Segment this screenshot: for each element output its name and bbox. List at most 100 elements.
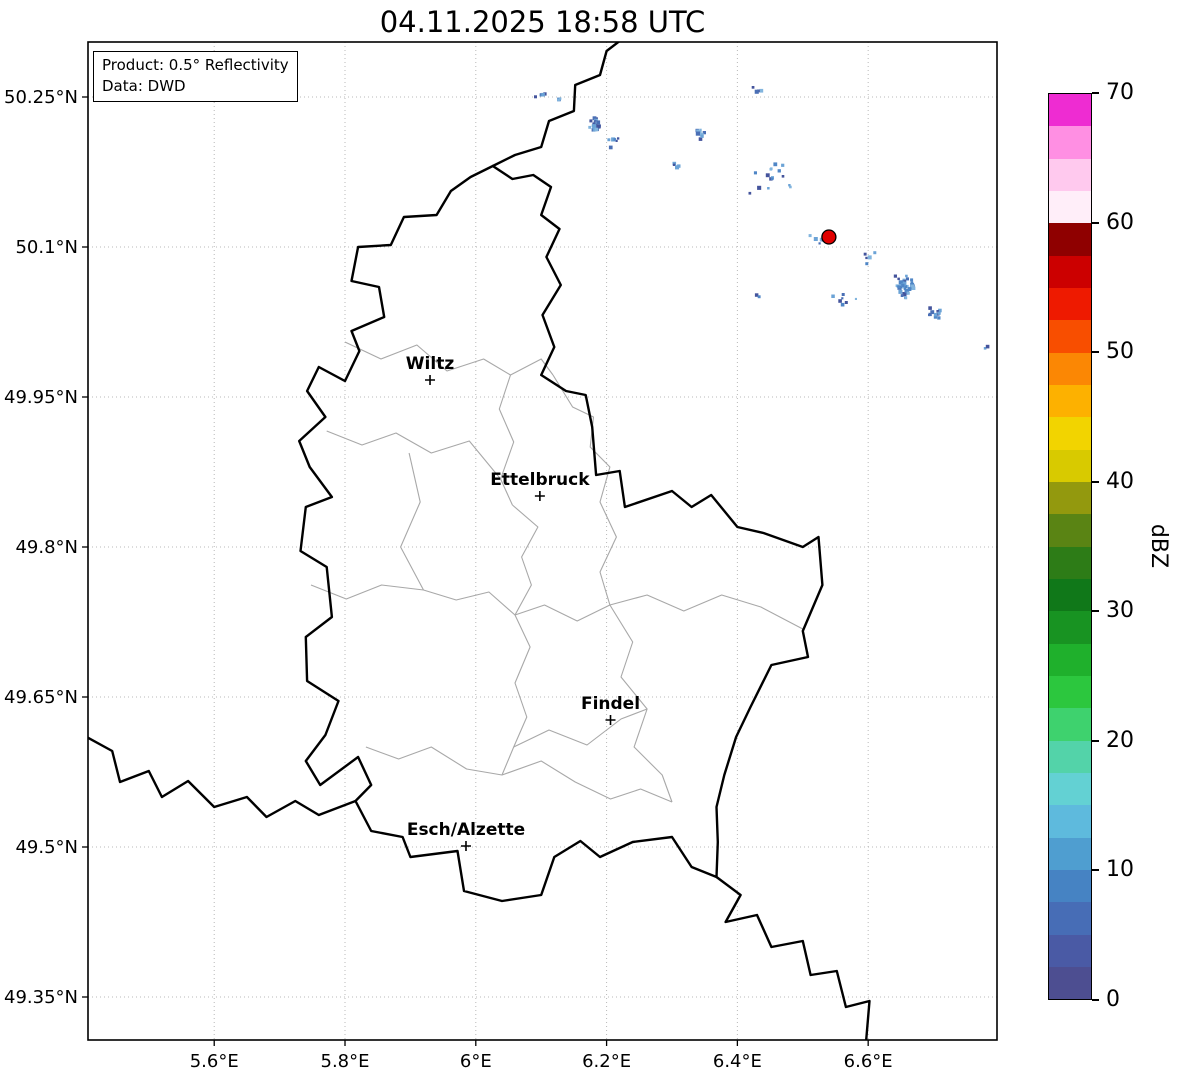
echo-pixel: [906, 291, 910, 295]
echo-pixel: [672, 163, 676, 166]
echo-pixel: [854, 297, 857, 300]
colorbar-segment: [1049, 94, 1091, 127]
echo-pixel: [841, 297, 844, 300]
echo-pixel: [841, 293, 845, 296]
echo-pixel: [611, 137, 616, 142]
colorbar-segment: [1049, 126, 1091, 159]
echo-pixel: [898, 280, 903, 285]
echo-pixel: [677, 164, 681, 168]
echo-pixel: [700, 134, 704, 138]
colorbar-segment: [1049, 805, 1091, 838]
colorbar-segment: [1049, 772, 1091, 806]
echo-pixel: [534, 95, 537, 99]
echo-pixel: [698, 137, 703, 141]
colorbar: [1048, 93, 1092, 1000]
x-tick-label: 5.8°E: [321, 1051, 370, 1072]
canton-border: [400, 452, 424, 591]
echo-pixel: [765, 173, 770, 178]
colorbar-segment: [1049, 966, 1091, 1000]
x-tick-label: 6.2°E: [582, 1051, 631, 1072]
echo-pixel: [985, 344, 990, 349]
echo-pixel: [773, 162, 778, 167]
echo-pixel: [596, 124, 601, 129]
canton-border: [512, 504, 539, 616]
echo-pixel: [757, 295, 761, 299]
colorbar-segment: [1049, 352, 1091, 385]
echo-pixel: [983, 347, 987, 350]
echo-pixel: [539, 94, 542, 97]
radar-echoes: [534, 86, 990, 350]
canton-border: [609, 594, 804, 630]
echo-pixel: [905, 288, 908, 292]
echo-pixel: [789, 185, 792, 189]
echo-pixel: [873, 251, 877, 255]
colorbar-segment: [1049, 934, 1091, 967]
x-tick-label: 6°E: [460, 1051, 492, 1072]
colorbar-segment: [1049, 675, 1091, 709]
echo-pixel: [559, 97, 562, 100]
echo-pixel: [781, 163, 785, 167]
colorbar-segment: [1049, 837, 1091, 870]
echo-pixel: [696, 129, 700, 133]
echo-pixel: [819, 237, 824, 242]
canton-border: [498, 374, 515, 506]
echo-pixel: [613, 138, 617, 141]
echo-pixel: [928, 312, 932, 317]
canton-border: [326, 430, 502, 480]
echo-pixel: [831, 294, 835, 298]
city-label: Findel: [581, 694, 640, 714]
echo-pixel: [898, 289, 903, 294]
city-marker: [605, 715, 616, 725]
echo-pixel: [902, 281, 907, 286]
colorbar-segment: [1049, 546, 1091, 579]
x-tick-label: 6.4°E: [713, 1051, 762, 1072]
echo-pixel: [615, 139, 618, 142]
y-tick-label: 50.25°N: [4, 87, 78, 108]
city-marker: [460, 841, 471, 851]
radar-site-marker: [821, 229, 837, 245]
echo-pixel: [751, 86, 755, 89]
city-label: Ettelbruck: [490, 470, 590, 490]
info-source-line: Data: DWD: [102, 77, 186, 95]
echo-pixel: [838, 299, 842, 303]
y-tick-label: 49.35°N: [4, 987, 78, 1008]
colorbar-segment: [1049, 158, 1091, 191]
colorbar-segment: [1049, 384, 1091, 418]
echo-pixel: [781, 175, 785, 178]
echo-pixel: [753, 171, 757, 175]
x-tick-label: 6.6°E: [844, 1051, 893, 1072]
colorbar-segment: [1049, 902, 1091, 935]
echo-pixel: [748, 191, 752, 195]
city-marker: [534, 491, 545, 501]
echo-pixel: [608, 145, 613, 150]
echo-pixel: [588, 125, 592, 129]
neighbor-country-border: [492, 42, 621, 168]
echo-pixel: [777, 169, 781, 173]
info-box: Product: 0.5° Reflectivity Data: DWD: [93, 51, 298, 102]
luxembourg-border: [298, 164, 824, 903]
echo-pixel: [937, 316, 941, 320]
colorbar-segment: [1049, 708, 1091, 741]
echo-pixel: [904, 296, 908, 300]
echo-pixel: [911, 286, 916, 290]
echo-pixel: [893, 274, 897, 278]
y-tick-label: 49.5°N: [15, 837, 78, 858]
echo-pixel: [770, 177, 774, 181]
echo-pixel: [840, 302, 845, 307]
colorbar-segment: [1049, 320, 1091, 353]
neighbor-country-border: [715, 876, 871, 1040]
echo-pixel: [594, 127, 599, 132]
colorbar-unit-label: dBZ: [1146, 523, 1171, 569]
x-tick-label: 5.6°E: [190, 1051, 239, 1072]
echo-pixel: [936, 310, 940, 313]
city-label: Wiltz: [406, 354, 455, 374]
colorbar-segment: [1049, 611, 1091, 644]
echo-pixel: [928, 306, 932, 310]
echo-pixel: [937, 311, 941, 315]
echo-pixel: [844, 301, 848, 304]
info-product-line: Product: 0.5° Reflectivity: [102, 56, 289, 74]
colorbar-segment: [1049, 287, 1091, 321]
y-tick-label: 49.8°N: [15, 537, 78, 558]
colorbar-segment: [1049, 643, 1091, 676]
